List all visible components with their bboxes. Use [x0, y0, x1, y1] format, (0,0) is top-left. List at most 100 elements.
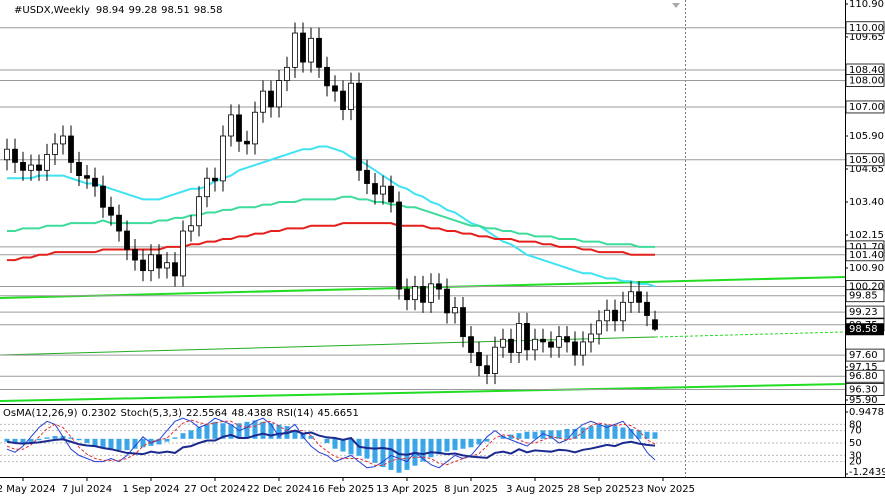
- candle-body: [468, 336, 474, 353]
- histogram-bar: [180, 433, 186, 439]
- histogram-bar: [620, 427, 626, 439]
- indicator-line: [6, 419, 656, 466]
- candle-body: [428, 283, 434, 303]
- level-label-box: [845, 348, 885, 362]
- current-price: 98.58: [849, 324, 878, 335]
- level-label: 97.60: [849, 350, 878, 361]
- candle-body: [252, 111, 258, 145]
- level-label: 108.00: [849, 76, 884, 87]
- candle-body: [548, 341, 554, 348]
- candle-body: [492, 346, 498, 375]
- level-label-box: [845, 74, 885, 87]
- y-tick-label: 109.65: [849, 32, 884, 43]
- indicator-value: 48.4388: [231, 408, 272, 419]
- shift-marker[interactable]: [672, 3, 680, 8]
- trend-line[interactable]: [654, 331, 846, 338]
- x-tick-label: 27 Oct 2024: [184, 484, 246, 495]
- histogram-bar: [28, 438, 34, 444]
- histogram-bar: [452, 438, 458, 451]
- histogram-bar: [196, 427, 202, 439]
- trend-line[interactable]: [0, 383, 846, 402]
- candle-body: [140, 259, 146, 272]
- x-tick-label: 12 May 2024: [0, 484, 56, 495]
- y-tick-label: 95.90: [849, 395, 878, 406]
- candle-body: [36, 164, 42, 171]
- candle-body: [164, 262, 170, 269]
- level-label: 99.85: [849, 291, 878, 302]
- candle-body: [76, 161, 82, 176]
- candle-body: [212, 177, 218, 182]
- histogram-bar: [172, 437, 178, 439]
- histogram-bar: [140, 438, 146, 448]
- candle-body: [588, 333, 594, 343]
- histogram-bar: [84, 438, 90, 444]
- histogram-bar: [420, 438, 426, 462]
- histogram-bar: [500, 435, 506, 439]
- candle-body: [596, 320, 602, 335]
- level-label-box: [845, 21, 885, 35]
- candle-body: [564, 336, 570, 343]
- x-tick-label: 22 Dec 2024: [247, 484, 311, 495]
- histogram-bar: [388, 438, 394, 470]
- y-tick-label: 100.90: [849, 263, 884, 274]
- histogram-bar: [52, 435, 58, 439]
- candle-body: [4, 148, 10, 161]
- candle-body: [556, 336, 562, 348]
- y-tick-label: 110.90: [849, 0, 884, 10]
- histogram-bar: [532, 431, 538, 439]
- histogram-bar: [220, 423, 226, 439]
- histogram-bar: [92, 438, 98, 446]
- candle-body: [460, 307, 466, 338]
- close-price: 98.58: [194, 5, 223, 16]
- candle-body: [436, 283, 442, 290]
- candle-body: [156, 254, 162, 269]
- candle-body: [276, 80, 282, 108]
- candle-body: [20, 161, 26, 171]
- indicator-name: Stoch(5,3,3): [121, 408, 183, 419]
- candle-body: [124, 230, 130, 250]
- y-tick-label: 80: [849, 419, 862, 430]
- candle-body: [484, 365, 490, 374]
- candle-body: [44, 154, 50, 171]
- candle-body: [132, 249, 138, 261]
- open-price: 98.94: [96, 5, 125, 16]
- level-label-box: [845, 248, 885, 262]
- candle-body: [284, 66, 290, 81]
- current-price-box: [846, 323, 884, 336]
- candle-body: [324, 66, 330, 87]
- candle-body: [244, 140, 250, 145]
- histogram-bar: [556, 430, 562, 439]
- histogram-bar: [68, 437, 74, 439]
- histogram-bar: [156, 438, 162, 445]
- level-label: 101.70: [849, 242, 884, 253]
- chart-header: #USDX,Weekly 98.94 99.28 98.51 98.58: [14, 5, 222, 16]
- level-label: 96.80: [849, 371, 878, 382]
- level-label-box: [845, 383, 885, 396]
- candle-body: [92, 177, 98, 187]
- moving-average: [7, 195, 655, 248]
- histogram-bar: [308, 435, 314, 439]
- x-tick-label: 8 Jun 2025: [444, 484, 498, 495]
- candle-body: [172, 262, 178, 277]
- candle-body: [636, 291, 642, 303]
- histogram-bar: [228, 424, 234, 439]
- histogram-bar: [12, 438, 18, 444]
- histogram-bar: [164, 438, 170, 442]
- candle-body: [148, 254, 154, 272]
- level-label-box: [845, 100, 885, 114]
- candle-body: [380, 185, 386, 195]
- histogram-bar: [548, 430, 554, 439]
- candle-body: [444, 288, 450, 314]
- histogram-bar: [116, 438, 122, 451]
- candle-body: [388, 185, 394, 203]
- candle-body: [204, 177, 210, 198]
- level-label: 101.40: [849, 250, 884, 261]
- indicator-header: OsMA(12,26,9) 0.2302 Stoch(5,3,3) 22.5564 48…: [3, 408, 359, 419]
- high-price: 99.28: [129, 5, 158, 16]
- indicator-value: 45.6651: [318, 408, 359, 419]
- histogram-bar: [524, 431, 530, 439]
- histogram-bar: [260, 421, 266, 439]
- level-label-box: [845, 369, 885, 383]
